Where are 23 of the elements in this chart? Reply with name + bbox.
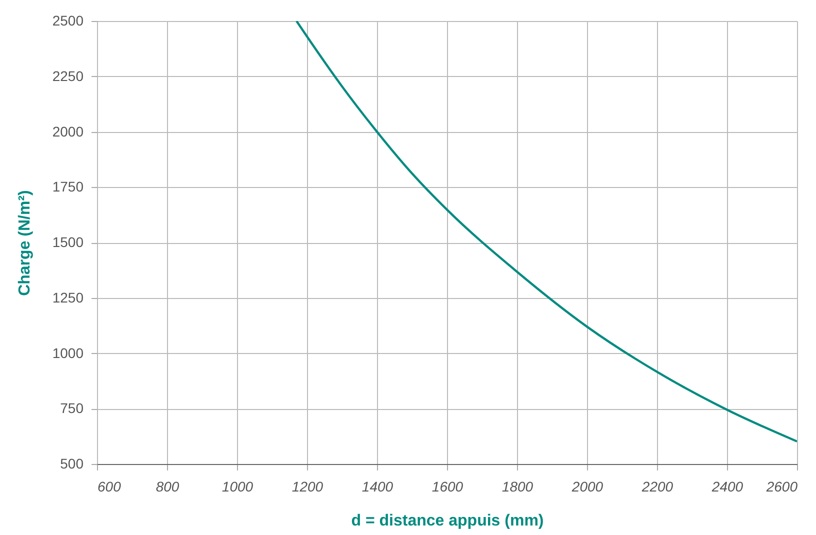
x-tick-label: 1000 [222,478,254,494]
y-tick-label: 2000 [52,123,84,140]
y-tick-label: 1250 [52,289,84,306]
y-tick-label: 2250 [52,68,84,84]
y-tick-label: 1750 [52,178,84,195]
x-tick-label: 600 [98,478,122,494]
x-tick-label: 800 [156,478,180,494]
x-tick-label: 2000 [570,478,604,494]
y-tick-label: 500 [60,456,84,472]
y-tick-label: 750 [60,400,84,416]
x-tick-label: 2400 [710,478,744,494]
y-tick-label: 1500 [52,234,84,250]
y-tick-label: 1000 [52,344,84,361]
y-tick-label: 2500 [52,12,84,28]
x-tick-label: 1200 [292,478,324,494]
x-axis-title: d = distance appuis (mm) [351,512,544,530]
x-tick-label: 1400 [362,478,394,494]
y-axis-title: Charge (N/m²) [16,190,34,296]
line-series [295,21,797,443]
x-tick-label: 1800 [502,478,534,494]
x-tick-label: 2200 [640,478,674,494]
x-tick-label: 2600 [765,478,798,494]
x-tick-label: 1600 [432,478,464,494]
